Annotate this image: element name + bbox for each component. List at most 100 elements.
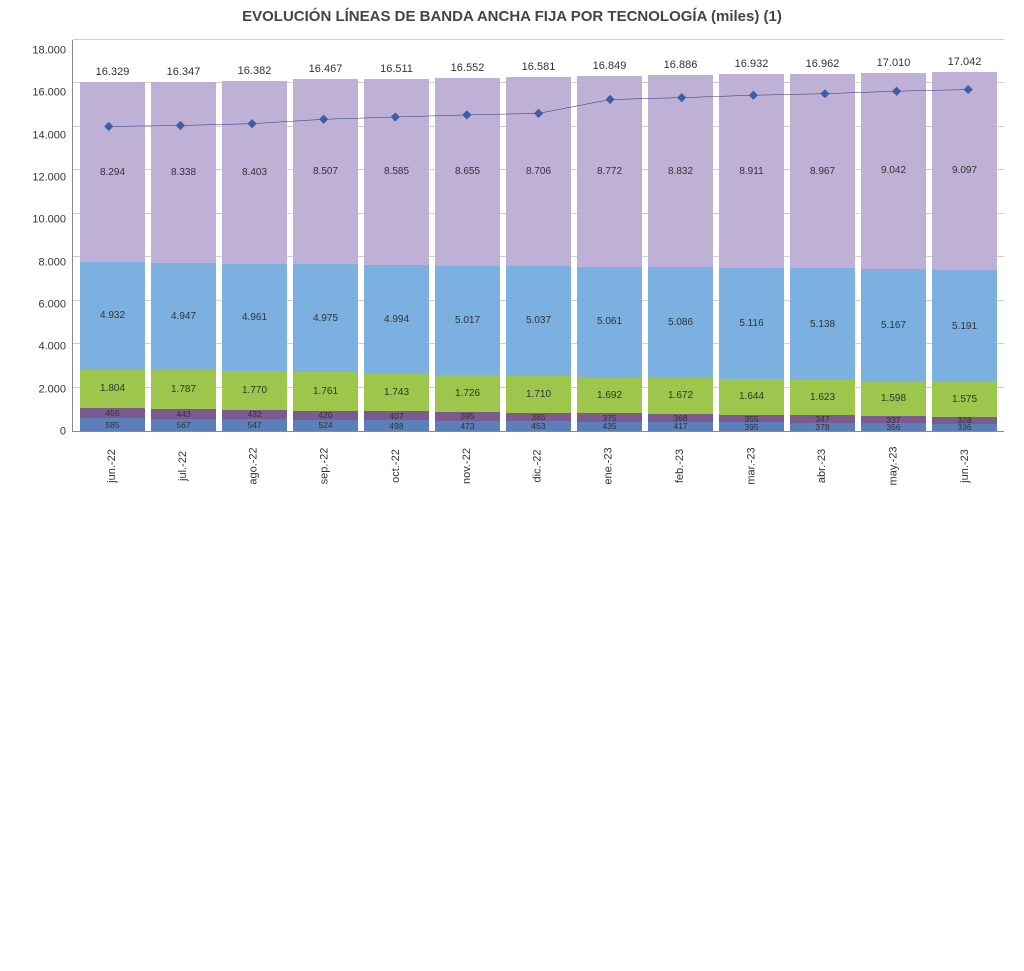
bar-segment: 4.961 [222,264,287,372]
bar-stack: 3563371.5985.1679.04217.010 [861,73,926,431]
bar-segment: 8.911 [719,74,784,268]
bar-slot: 4533851.7105.0378.70616.581 [503,40,574,431]
bar-segment: 547 [222,419,287,431]
segment-value: 456 [105,408,119,418]
bar-segment: 1.726 [435,375,500,412]
bar-segment: 453 [506,421,571,431]
bar-segment: 395 [435,412,500,421]
segment-value: 1.710 [526,389,551,400]
bar-segment: 1.770 [222,371,287,409]
segment-value: 4.932 [100,310,125,321]
segment-value: 395 [460,411,474,421]
segment-value: 337 [886,415,900,425]
bar-segment: 8.585 [364,79,429,265]
x-tick: feb.-23 [645,432,716,502]
bar-slot: 4733951.7265.0178.65516.552 [432,40,503,431]
bar-segment: 1.672 [648,378,713,414]
total-value: 16.552 [451,62,485,74]
bar-segment: 5.116 [719,268,784,379]
bar-stack: 4353751.6925.0618.77216.849 [577,76,642,431]
bar-slot: 5474321.7704.9618.40316.382 [219,40,290,431]
bar-segment: 8.507 [293,79,358,264]
y-tick: 16.000 [32,88,66,99]
bar-slot: 5854561.8044.9328.29416.329 [77,40,148,431]
bar-segment: 1.710 [506,376,571,413]
y-tick: 4.000 [38,342,66,353]
total-value: 17.010 [877,57,911,69]
segment-value: 1.623 [810,392,835,403]
bar-segment: 1.623 [790,380,855,415]
segment-value: 5.037 [526,315,551,326]
bar-segment: 585 [80,418,145,431]
bar-segment: 4.994 [364,265,429,373]
bar-segment: 395 [719,422,784,431]
x-tick: sep.-22 [289,432,360,502]
segment-value: 1.644 [739,391,764,402]
segment-value: 375 [602,413,616,423]
bar-segment: 355 [719,415,784,423]
segment-value: 1.575 [952,394,977,405]
segment-value: 1.672 [668,390,693,401]
segment-value: 417 [673,421,687,431]
bar-segment: 1.575 [932,382,997,416]
segment-value: 5.138 [810,319,835,330]
bar-slot: 4173681.6725.0868.83216.886 [645,40,716,431]
segment-value: 524 [318,420,332,430]
bar-segment: 5.167 [861,269,926,381]
bar-segment: 5.061 [577,267,642,377]
bar-segment: 420 [293,411,358,420]
segment-value: 1.804 [100,383,125,394]
y-axis: 18.00016.00014.00012.00010.0008.0006.000… [20,40,72,432]
segment-value: 8.655 [455,166,480,177]
segment-value: 5.167 [881,320,906,331]
bar-stack: 5244201.7614.9758.50716.467 [293,79,358,431]
bar-segment: 5.191 [932,270,997,383]
bar-segment: 1.743 [364,374,429,412]
segment-value: 368 [673,413,687,423]
total-value: 16.962 [806,58,840,70]
segment-value: 328 [957,415,971,425]
bar-segment: 8.772 [577,76,642,267]
y-tick: 18.000 [32,46,66,57]
bar-segment: 4.975 [293,264,358,372]
bar-slot: 4353751.6925.0618.77216.849 [574,40,645,431]
x-tick: mar.-23 [716,432,787,502]
total-value: 16.581 [522,61,556,73]
segment-value: 9.042 [881,165,906,176]
x-tick: dic.-22 [502,432,573,502]
segment-value: 407 [389,411,403,421]
segment-value: 443 [176,409,190,419]
bar-slot: 3363281.5755.1919.09717.042 [929,40,1000,431]
segment-value: 5.116 [739,318,763,329]
y-tick: 12.000 [32,172,66,183]
y-tick: 6.000 [38,299,66,310]
bar-slot: 3783471.6235.1388.96716.962 [787,40,858,431]
segment-value: 547 [247,420,261,430]
bar-stack: 4984071.7434.9948.58516.511 [364,79,429,431]
bar-segment: 4.947 [151,263,216,370]
segment-value: 4.975 [313,313,338,324]
bar-segment: 498 [364,420,429,431]
total-value: 16.347 [167,66,201,78]
segment-value: 5.061 [597,316,622,327]
chart-title: EVOLUCIÓN LÍNEAS DE BANDA ANCHA FIJA POR… [20,8,1004,25]
x-tick: jun.-22 [76,432,147,502]
segment-value: 498 [389,421,403,431]
bar-segment: 1.761 [293,372,358,410]
segment-value: 1.761 [313,386,338,397]
bar-segment: 435 [577,422,642,431]
segment-value: 8.832 [668,166,693,177]
bar-segment: 5.037 [506,266,571,375]
segment-value: 1.743 [384,387,409,398]
bar-segment: 368 [648,414,713,422]
bar-segment: 8.706 [506,77,571,266]
bar-stack: 4173681.6725.0868.83216.886 [648,75,713,431]
bar-segment: 8.832 [648,75,713,267]
bar-slot: 3953551.6445.1168.91116.932 [716,40,787,431]
segment-value: 1.692 [597,390,622,401]
segment-value: 435 [602,421,616,431]
bar-stack: 5474321.7704.9618.40316.382 [222,81,287,431]
x-tick: nov.-22 [431,432,502,502]
y-tick: 14.000 [32,130,66,141]
bar-segment: 4.932 [80,262,145,369]
